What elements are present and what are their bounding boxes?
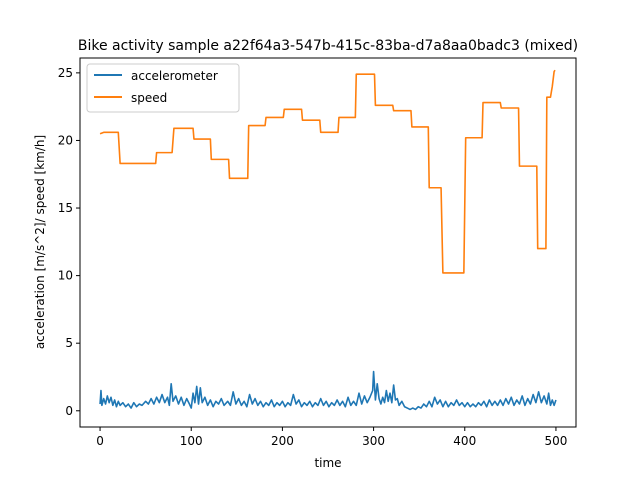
series-layer xyxy=(99,69,557,411)
x-tick-label: 0 xyxy=(96,434,104,448)
x-axis-label: time xyxy=(314,456,341,470)
y-tick-label: 10 xyxy=(58,269,73,283)
x-axis-ticks: 0 100 200 300 400 500 xyxy=(96,427,567,448)
chart-title: Bike activity sample a22f64a3-547b-415c-… xyxy=(78,38,578,54)
y-axis-ticks: 0 5 10 15 20 25 xyxy=(58,66,80,418)
x-tick-label: 300 xyxy=(362,434,385,448)
series-line-accelerometer xyxy=(99,370,557,411)
axes-frame xyxy=(79,57,577,428)
y-tick-label: 15 xyxy=(58,201,73,215)
legend-label-accelerometer: accelerometer xyxy=(131,69,218,83)
x-tick-label: 100 xyxy=(180,434,203,448)
chart-legend: accelerometer speed xyxy=(86,63,240,113)
x-tick-label: 200 xyxy=(271,434,294,448)
x-tick-label: 400 xyxy=(453,434,476,448)
plot-area: 0 100 200 300 400 500 0 5 10 15 20 25 xyxy=(58,57,577,448)
y-tick-label: 0 xyxy=(65,404,73,418)
y-tick-label: 5 xyxy=(65,336,73,350)
x-tick-label: 500 xyxy=(544,434,567,448)
y-tick-label: 25 xyxy=(58,66,73,80)
y-axis-label: acceleration [m/s^2]/ speed [km/h] xyxy=(33,135,47,349)
legend-label-speed: speed xyxy=(131,91,167,105)
series-line-speed xyxy=(99,69,556,274)
legend-box xyxy=(86,63,240,113)
y-tick-label: 20 xyxy=(58,133,73,147)
